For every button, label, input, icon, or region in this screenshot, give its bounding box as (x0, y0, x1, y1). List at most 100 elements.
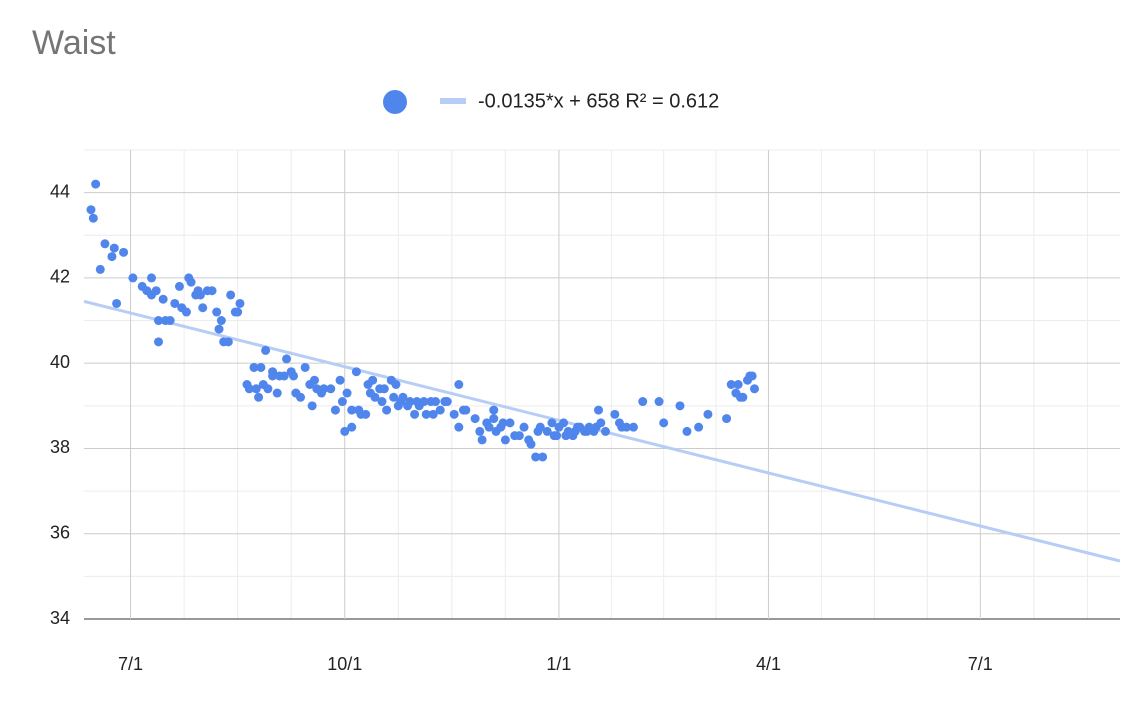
point (289, 371, 299, 381)
grid (84, 149, 1120, 620)
point (326, 384, 336, 394)
x-tick-label: 7/1 (968, 654, 993, 674)
point (498, 418, 508, 428)
point (722, 414, 732, 424)
chart-title: Waist (32, 24, 116, 62)
x-tick-label: 10/1 (327, 654, 362, 674)
point (659, 418, 669, 428)
point (379, 384, 389, 394)
point (186, 277, 196, 287)
point (361, 409, 371, 419)
point (419, 397, 429, 407)
point (477, 435, 487, 445)
point (454, 422, 464, 432)
point (342, 388, 352, 398)
point (638, 397, 648, 407)
point (489, 405, 499, 415)
point (559, 418, 569, 428)
point (296, 392, 306, 402)
point (249, 362, 259, 372)
point (461, 405, 471, 415)
point (694, 422, 704, 432)
point (484, 422, 494, 432)
point (319, 384, 329, 394)
point (212, 307, 222, 317)
point (435, 405, 445, 415)
point (519, 422, 529, 432)
point (216, 316, 226, 326)
y-tick-label: 38 (50, 437, 70, 457)
y-tick-label: 34 (50, 608, 70, 628)
legend-label: -0.0135*x + 658 R² = 0.612 (478, 90, 719, 112)
point (442, 397, 452, 407)
point (251, 384, 261, 394)
x-tick-label: 7/1 (118, 654, 143, 674)
point (531, 452, 541, 462)
point (330, 405, 340, 415)
point (112, 298, 122, 308)
point (195, 290, 205, 300)
point (538, 452, 548, 462)
point (151, 286, 161, 296)
point (261, 345, 271, 355)
point (391, 380, 401, 389)
point (368, 375, 378, 385)
point (475, 426, 485, 436)
point (235, 298, 245, 308)
point (174, 281, 184, 291)
point (207, 286, 217, 296)
point (382, 405, 392, 415)
point (95, 264, 105, 274)
point (256, 362, 266, 372)
point (165, 316, 175, 326)
point (226, 290, 236, 300)
point (147, 273, 157, 283)
point (621, 422, 631, 432)
point (542, 426, 552, 436)
point (514, 431, 524, 441)
point (100, 239, 110, 249)
x-tick-label: 4/1 (756, 654, 781, 674)
point (282, 354, 292, 364)
point (738, 392, 748, 402)
point (377, 397, 387, 407)
point (389, 392, 399, 402)
point (747, 371, 757, 381)
point (307, 401, 317, 411)
point (454, 380, 464, 389)
point (119, 247, 129, 257)
point (628, 422, 638, 432)
point (654, 397, 664, 407)
y-tick-label: 40 (50, 352, 70, 372)
point (596, 418, 606, 428)
point (347, 422, 357, 432)
point (214, 324, 224, 334)
legend: -0.0135*x + 658 R² = 0.612 (383, 90, 719, 114)
point (405, 397, 415, 407)
point (335, 375, 345, 385)
point (552, 431, 562, 441)
point (181, 307, 191, 317)
point (153, 337, 163, 347)
y-tick-label: 44 (50, 181, 70, 201)
point (86, 205, 96, 215)
point (470, 414, 480, 424)
point (340, 426, 350, 436)
point (158, 294, 168, 304)
point (703, 409, 713, 419)
point (370, 392, 380, 402)
point (88, 213, 98, 223)
x-tick-label: 1/1 (546, 654, 571, 674)
point (263, 384, 273, 394)
legend-marker (383, 90, 407, 114)
point (223, 337, 233, 347)
plot (83, 179, 1121, 563)
point (300, 362, 310, 372)
point (109, 243, 119, 253)
point (198, 303, 208, 313)
point (410, 409, 420, 419)
point (449, 409, 459, 419)
